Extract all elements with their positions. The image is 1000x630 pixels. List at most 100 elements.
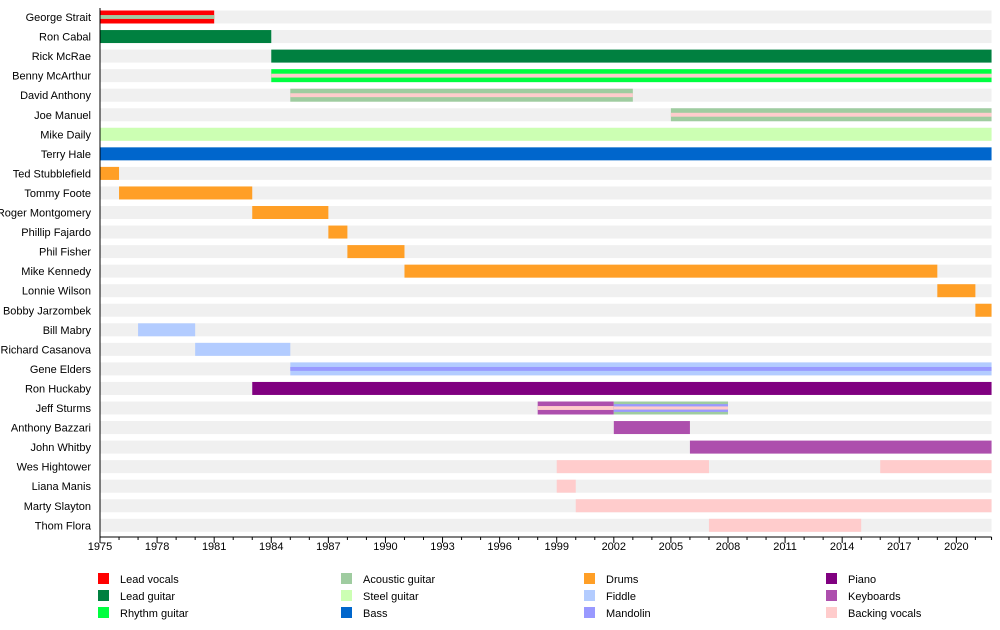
- bar-stripe-backing_vocals: [670, 112, 992, 117]
- row-track: [100, 166, 992, 180]
- member-label: Tommy Foote: [24, 188, 91, 200]
- legend-swatch: [98, 573, 109, 584]
- member-label: Ted Stubblefield: [13, 168, 91, 180]
- member-bar: [271, 69, 992, 83]
- row-track: [100, 284, 992, 298]
- member-label: Marty Slayton: [24, 501, 91, 513]
- legend-item: Rhythm guitar: [98, 607, 189, 620]
- x-tick-label: 1996: [487, 541, 511, 553]
- member-label: Thom Flora: [35, 520, 92, 532]
- legend-item: Acoustic guitar: [341, 573, 435, 586]
- legend-label: Backing vocals: [848, 608, 922, 620]
- member-label: Liana Manis: [32, 481, 92, 493]
- member-bar: [937, 284, 976, 298]
- row-track: [100, 323, 992, 337]
- x-tick-label: 2011: [773, 541, 797, 553]
- member-bar: [138, 323, 196, 337]
- row-track: [100, 206, 992, 219]
- legend-swatch: [341, 573, 352, 584]
- legend-label: Steel guitar: [363, 591, 419, 603]
- bar-stripe-mandolin: [290, 366, 992, 371]
- bar-stripe-acoustic_guitar: [100, 15, 215, 19]
- member-label: Mike Daily: [40, 129, 91, 141]
- member-label: George Strait: [26, 12, 91, 24]
- legend-label: Fiddle: [606, 591, 636, 603]
- member-label: Wes Hightower: [17, 462, 92, 474]
- member-bar: [100, 30, 272, 44]
- legend-label: Acoustic guitar: [363, 574, 435, 586]
- member-bar: [347, 245, 405, 259]
- bar-stripe-backing_vocals: [271, 73, 992, 78]
- row-track: [100, 303, 992, 317]
- legend: Lead vocals Lead guitar Rhythm guitar Acous…: [98, 573, 922, 620]
- member-bar: [252, 381, 992, 395]
- member-bar: [689, 440, 992, 454]
- legend-item: Lead guitar: [98, 590, 175, 603]
- bar-segment-fiddle: [195, 342, 291, 356]
- bar-stripe-backing_vocals: [290, 93, 633, 98]
- legend-swatch: [584, 573, 595, 584]
- member-label: John Whitby: [30, 442, 91, 454]
- bar-segment-fiddle: [138, 323, 196, 337]
- bar-stripe-backing_vocals: [537, 406, 614, 410]
- x-tick-label: 2002: [602, 541, 626, 553]
- legend-label: Mandolin: [606, 608, 651, 620]
- bar-segment-drums: [328, 225, 348, 239]
- member-label: Richard Casanova: [1, 344, 92, 356]
- x-tick-label: 1984: [259, 541, 283, 553]
- member-label: Roger Montgomery: [0, 208, 91, 220]
- legend-swatch: [98, 590, 109, 601]
- member-bar: [100, 166, 120, 180]
- member-bar: [670, 108, 992, 122]
- member-bar: [119, 186, 253, 200]
- legend-label: Drums: [606, 574, 639, 586]
- member-bar: [100, 127, 992, 141]
- row-track: [100, 479, 992, 493]
- legend-swatch: [98, 607, 109, 618]
- member-bar: [708, 518, 862, 532]
- member-bar: [556, 460, 709, 474]
- legend-item: Bass: [341, 607, 388, 620]
- member-bar: [290, 88, 633, 102]
- member-label: Benny McArthur: [12, 71, 91, 83]
- row-track: [100, 186, 992, 200]
- row-track: [100, 245, 992, 259]
- x-tick-label: 1987: [316, 541, 340, 553]
- row-track: [100, 30, 992, 44]
- legend-swatch: [341, 590, 352, 601]
- x-tick-label: 1999: [544, 541, 568, 553]
- member-label: Phillip Fajardo: [21, 227, 91, 239]
- member-label: Rick McRae: [32, 51, 91, 63]
- member-label: Jeff Sturms: [36, 403, 92, 415]
- member-label: Ron Cabal: [39, 32, 91, 44]
- legend-item: Keyboards: [826, 590, 901, 603]
- bar-segment-backing_vocals: [708, 518, 862, 532]
- bar-segment-drums: [937, 284, 976, 298]
- member-bar: [100, 147, 992, 161]
- bar-segment-backing_vocals: [556, 479, 576, 493]
- member-label: Gene Elders: [30, 364, 92, 376]
- bar-segment-backing_vocals: [880, 460, 992, 474]
- member-label: Ron Huckaby: [25, 383, 92, 395]
- legend-swatch: [584, 607, 595, 618]
- legend-item: Drums: [584, 573, 639, 586]
- member-label: David Anthony: [20, 90, 91, 102]
- bar-segment-drums: [975, 303, 992, 317]
- legend-swatch: [584, 590, 595, 601]
- legend-label: Bass: [363, 608, 388, 620]
- x-tick-label: 2008: [716, 541, 740, 553]
- bar-segment-lead_guitar: [100, 30, 272, 44]
- bar-segment-drums: [119, 186, 253, 200]
- bar-stripe-backing_vocals: [613, 406, 728, 410]
- member-label: Terry Hale: [41, 149, 91, 161]
- x-tick-label: 1981: [202, 541, 226, 553]
- member-label: Anthony Bazzari: [11, 423, 91, 435]
- x-axis: 1975 1978 1981 1984 1987 1990 1993 1996 1999 2002…: [88, 8, 993, 553]
- member-bar: [575, 499, 992, 513]
- x-tick-label: 2020: [944, 541, 968, 553]
- legend-item: Steel guitar: [341, 590, 419, 603]
- legend-swatch: [826, 590, 837, 601]
- x-tick-label: 1993: [430, 541, 454, 553]
- bar-segment-backing_vocals: [556, 460, 709, 474]
